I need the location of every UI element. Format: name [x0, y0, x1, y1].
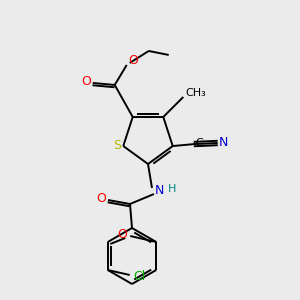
Text: C: C — [196, 138, 204, 148]
Text: O: O — [128, 55, 138, 68]
Text: O: O — [96, 191, 106, 205]
Text: N: N — [219, 136, 228, 148]
Text: H: H — [168, 184, 176, 194]
Text: S: S — [113, 139, 121, 152]
Text: O: O — [117, 227, 127, 241]
Text: O: O — [81, 76, 91, 88]
Text: CH₃: CH₃ — [185, 88, 206, 98]
Text: Cl: Cl — [134, 271, 146, 284]
Text: N: N — [154, 184, 164, 196]
